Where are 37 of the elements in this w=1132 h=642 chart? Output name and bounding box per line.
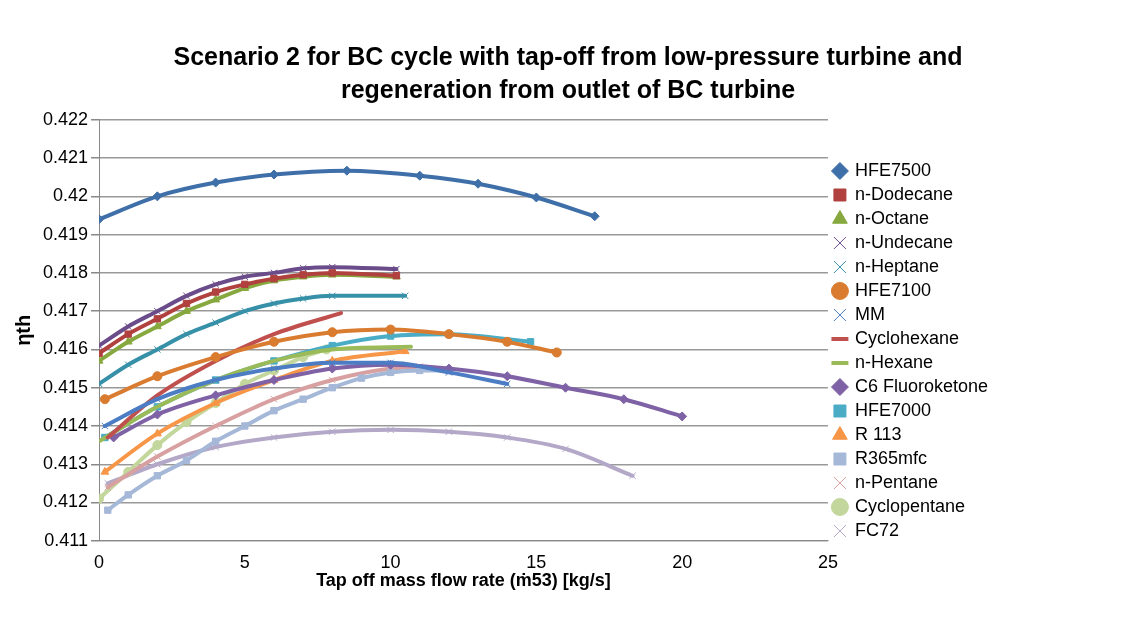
x-tick-label: 10 bbox=[380, 551, 401, 572]
legend-label: FC72 bbox=[854, 519, 899, 540]
y-tick-label: 0.417 bbox=[43, 300, 89, 321]
legend-label: C6 Fluoroketone bbox=[854, 375, 988, 396]
y-tick-label: 0.416 bbox=[43, 338, 89, 359]
x-tick-label: 15 bbox=[526, 551, 547, 572]
y-tick-label: 0.411 bbox=[44, 529, 89, 550]
y-tick-label: 0.422 bbox=[43, 108, 89, 129]
legend-label: n-Heptane bbox=[854, 255, 939, 276]
legend-label: n-Dodecane bbox=[854, 183, 953, 204]
legend-label: R 113 bbox=[854, 423, 902, 444]
legend-label: Cyclopentane bbox=[854, 495, 965, 516]
x-tick-label: 5 bbox=[239, 551, 250, 572]
x-tick-label: 25 bbox=[817, 551, 838, 572]
legend-label: n-Pentane bbox=[854, 471, 938, 492]
y-tick-label: 0.412 bbox=[43, 491, 89, 512]
y-tick-label: 0.421 bbox=[43, 147, 89, 168]
legend-label: MM bbox=[854, 303, 885, 324]
y-tick-label: 0.419 bbox=[43, 223, 89, 244]
legend-label: HFE7000 bbox=[854, 399, 931, 420]
legend-label: n-Undecane bbox=[854, 231, 953, 252]
y-tick-label: 0.415 bbox=[43, 376, 89, 397]
x-tick-label: 0 bbox=[94, 551, 105, 572]
legend-label: n-Hexane bbox=[854, 351, 933, 372]
chart-title: Scenario 2 for BC cycle with tap-off from low-pressure turbine and regeneration from outlet of BC turbine bbox=[172, 41, 964, 105]
x-tick-label: 20 bbox=[672, 551, 693, 572]
legend-label: HFE7100 bbox=[854, 279, 931, 300]
legend-label: Cyclohexane bbox=[854, 327, 959, 348]
y-tick-label: 0.42 bbox=[53, 185, 89, 206]
y-tick-label: 0.414 bbox=[43, 414, 89, 435]
x-axis-title: Tap off mass flow rate (ṁ53) [kg/s] bbox=[316, 570, 611, 591]
y-axis-title: ηth bbox=[11, 314, 34, 346]
y-tick-label: 0.413 bbox=[43, 453, 89, 474]
legend-label: R365mfc bbox=[854, 447, 927, 468]
legend-label: n-Octane bbox=[854, 207, 929, 228]
y-tick-label: 0.418 bbox=[43, 261, 89, 282]
legend-label: HFE7500 bbox=[854, 159, 931, 180]
